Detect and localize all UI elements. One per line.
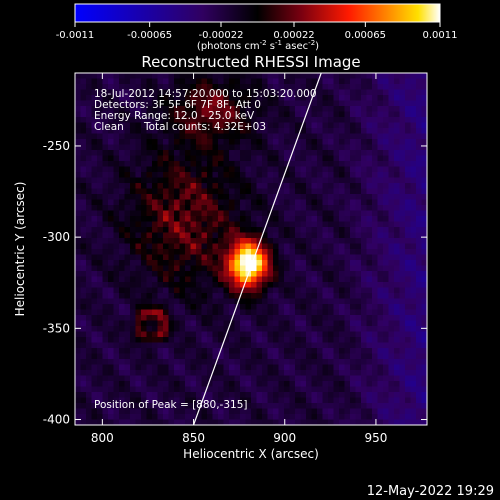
y-tick-label: -250	[43, 139, 70, 153]
solar-limb-line	[192, 73, 322, 425]
colorbar-tick-label: 0.00022	[273, 30, 314, 41]
x-tick-label: 950	[364, 431, 387, 445]
x-axis-label: Heliocentric X (arcsec)	[183, 447, 319, 461]
axis-ticks: 800 850 900 950 -250 -300 -350 -400	[43, 73, 427, 445]
y-axis-label: Heliocentric Y (arcsec)	[13, 182, 27, 317]
x-tick-label: 900	[273, 431, 296, 445]
detectors-label: Detectors: 3F 5F 6F 7F 8F, Att 0	[94, 99, 261, 111]
chart-title: Reconstructed RHESSI Image	[141, 53, 360, 71]
y-tick-label: -400	[43, 413, 70, 427]
energy-range-label: Energy Range: 12.0 - 25.0 keV	[94, 110, 255, 122]
colorbar-tick-label: -0.00022	[199, 30, 244, 41]
method-label: Clean	[94, 121, 124, 133]
colorbar-tick-label: -0.0011	[56, 30, 95, 41]
total-counts-label: Total counts: 4.32E+03	[143, 121, 266, 133]
colorbar-tick-label: 0.0011	[423, 30, 458, 41]
peak-position-label: Position of Peak = [880,-315]	[94, 399, 248, 411]
heatmap	[75, 73, 427, 425]
colorbar-tick-label: 0.00065	[345, 30, 386, 41]
colorbar-ticks: -0.0011 -0.00065 -0.00022 0.00022 0.00065 0.0…	[56, 22, 458, 41]
plot-frame	[74, 72, 428, 426]
footer-timestamp: 12-May-2022 19:29	[367, 484, 494, 499]
colorbar-unit: (photons cm-2 s-1 asec-2)	[197, 39, 319, 52]
colorbar-tick-label: -0.00065	[127, 30, 172, 41]
colorbar	[74, 3, 441, 23]
x-tick-label: 850	[182, 431, 205, 445]
time-range-label: 18-Jul-2012 14:57:20.000 to 15:03:20.000	[94, 88, 317, 100]
y-tick-label: -350	[43, 321, 70, 335]
y-tick-label: -300	[43, 230, 70, 244]
x-tick-label: 800	[91, 431, 114, 445]
